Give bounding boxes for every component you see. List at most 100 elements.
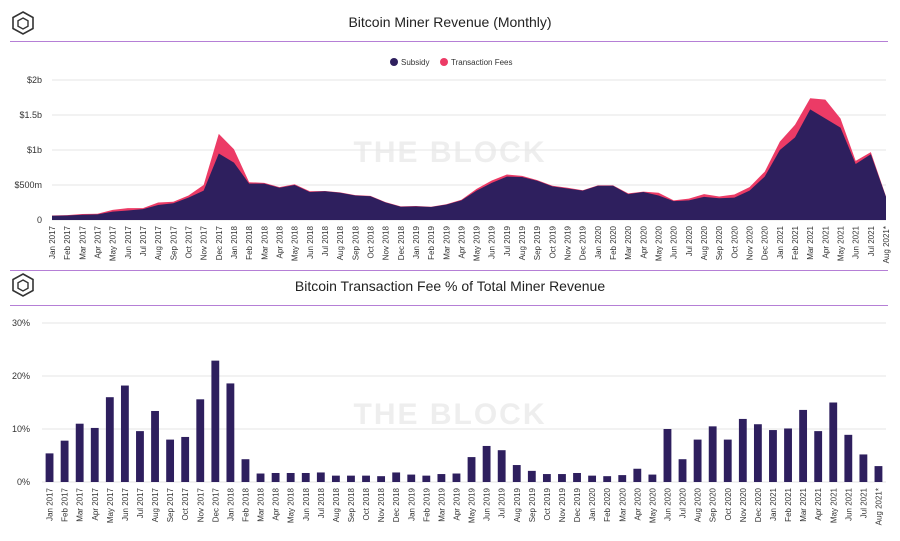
x-tick-label: Jul 2019 [503, 225, 512, 256]
x-tick-label: Apr 2018 [272, 487, 281, 520]
x-tick-label: Jul 2021 [867, 225, 876, 256]
x-tick-label: Oct 2017 [184, 225, 193, 258]
fee-pct-bar [136, 431, 144, 482]
fee-pct-bar [467, 457, 476, 482]
x-tick-label: Jan 2019 [407, 487, 416, 520]
x-tick-label: Dec 2020 [754, 487, 763, 522]
x-tick-label: Apr 2020 [639, 225, 648, 258]
x-tick-label: Aug 2018 [332, 487, 341, 522]
y-tick-label: 30% [12, 318, 30, 328]
fee-pct-bar [693, 439, 702, 482]
x-tick-label: Oct 2018 [362, 487, 371, 520]
fee-pct-bar [859, 454, 868, 482]
x-tick-label: Jan 2018 [230, 225, 239, 258]
x-tick-label: Jul 2017 [136, 487, 145, 518]
x-tick-label: Nov 2019 [564, 225, 573, 260]
x-tick-label: Mar 2017 [76, 487, 85, 521]
x-tick-label: Jul 2021 [859, 487, 868, 518]
x-tick-label: Feb 2018 [245, 225, 254, 259]
fee-pct-bar [829, 402, 838, 482]
y-tick-label: 0% [17, 477, 30, 487]
fee-pct-bar [512, 465, 521, 482]
fee-pct-bar [75, 423, 84, 482]
x-tick-label: Mar 2021 [806, 225, 815, 259]
revenue-area-chart: THE BLOCK Subsidy Transaction Fees 0 $500… [14, 58, 891, 263]
fee-pct-bar [874, 466, 883, 482]
fee-pct-bar [407, 474, 416, 482]
x-tick-label: Feb 2020 [603, 487, 612, 521]
y-tick-label: $1.5b [19, 110, 42, 120]
x-tick-label: Feb 2021 [791, 225, 800, 259]
fee-pct-bar [558, 474, 566, 482]
revenue-chart-title: Bitcoin Miner Revenue (Monthly) [348, 14, 552, 30]
fee-pct-bar [271, 472, 280, 482]
x-tick-label: Sep 2019 [533, 225, 542, 260]
x-tick-label: Feb 2017 [63, 225, 72, 259]
fee-pct-bar [331, 475, 340, 482]
x-tick-label: Oct 2020 [724, 487, 733, 520]
legend-subsidy-swatch [390, 58, 398, 66]
x-tick-label: Aug 2018 [336, 225, 345, 260]
x-tick-label: Dec 2019 [573, 487, 582, 522]
x-tick-label: Apr 2020 [633, 487, 642, 520]
x-tick-label: Dec 2018 [392, 487, 401, 522]
legend: Subsidy Transaction Fees [390, 58, 513, 67]
x-tick-label: Sep 2018 [351, 225, 360, 260]
fee-pct-bar [286, 472, 295, 482]
x-tick-label: Mar 2019 [442, 225, 451, 259]
x-tick-label: Jun 2019 [488, 225, 497, 258]
x-tick-label: Oct 2020 [730, 225, 739, 258]
fee-pct-bar [708, 426, 717, 482]
x-tick-label: Sep 2018 [347, 487, 356, 522]
fee-pct-bar [151, 410, 159, 482]
x-tick-label: May 2017 [106, 487, 115, 523]
x-tick-label: Jul 2018 [317, 487, 326, 518]
x-tick-label: Jun 2017 [121, 487, 130, 520]
fee-pct-bar [573, 472, 581, 482]
x-tick-label: Jun 2018 [306, 225, 315, 258]
x-tick-label: Sep 2020 [709, 487, 718, 522]
fee-pct-bar [542, 474, 551, 482]
fee-pct-bar [347, 475, 355, 482]
x-tick-label: Jan 2017 [46, 487, 55, 520]
title-divider [10, 305, 888, 306]
x-tick-label: Sep 2019 [528, 487, 537, 522]
x-tick-label: Nov 2020 [739, 487, 748, 522]
fee-pct-bar [392, 472, 401, 482]
x-tick-label: Aug 2019 [513, 487, 522, 522]
x-tick-label: Jan 2020 [588, 487, 597, 520]
y-tick-label: $1b [27, 145, 42, 155]
fee-pct-bar [437, 474, 446, 482]
x-tick-label: Aug 2020 [694, 487, 703, 522]
x-tick-label: May 2021 [829, 487, 838, 523]
fee-pct-bar [799, 409, 808, 482]
legend-fees-swatch [440, 58, 448, 66]
x-tick-label: Aug 2020 [700, 225, 709, 260]
x-tick-label: Jul 2020 [685, 225, 694, 256]
x-tick-label: Nov 2020 [746, 225, 755, 260]
legend-fees-label: Transaction Fees [451, 58, 513, 67]
x-tick-label: Jun 2021 [844, 487, 853, 520]
x-tick-label: Nov 2018 [382, 225, 391, 260]
fee-pct-bar [422, 475, 431, 482]
fee-pct-bar [316, 472, 325, 482]
x-tick-label: Sep 2017 [166, 487, 175, 522]
x-tick-label: Nov 2017 [200, 225, 209, 260]
fee-pct-bar [60, 440, 69, 482]
x-tick-label: Apr 2021 [821, 225, 830, 258]
fee-pct-bar [753, 424, 762, 482]
x-tick-label: Dec 2018 [397, 225, 406, 260]
x-tick-label: Jul 2019 [498, 487, 507, 518]
x-tick-label: Feb 2020 [609, 225, 618, 259]
x-tick-label: May 2018 [291, 225, 300, 261]
x-tick-label: May 2017 [109, 225, 118, 261]
x-tick-label: Dec 2020 [761, 225, 770, 260]
fee-pct-bar [256, 473, 265, 482]
x-tick-label: Apr 2019 [457, 225, 466, 258]
x-tick-label: Nov 2019 [558, 487, 567, 522]
x-tick-label: Apr 2017 [91, 487, 100, 520]
x-tick-label: Jan 2021 [776, 225, 785, 258]
x-tick-label: Mar 2018 [257, 487, 266, 521]
y-tick-label: $500m [14, 180, 42, 190]
fee-pct-bar [844, 434, 853, 482]
